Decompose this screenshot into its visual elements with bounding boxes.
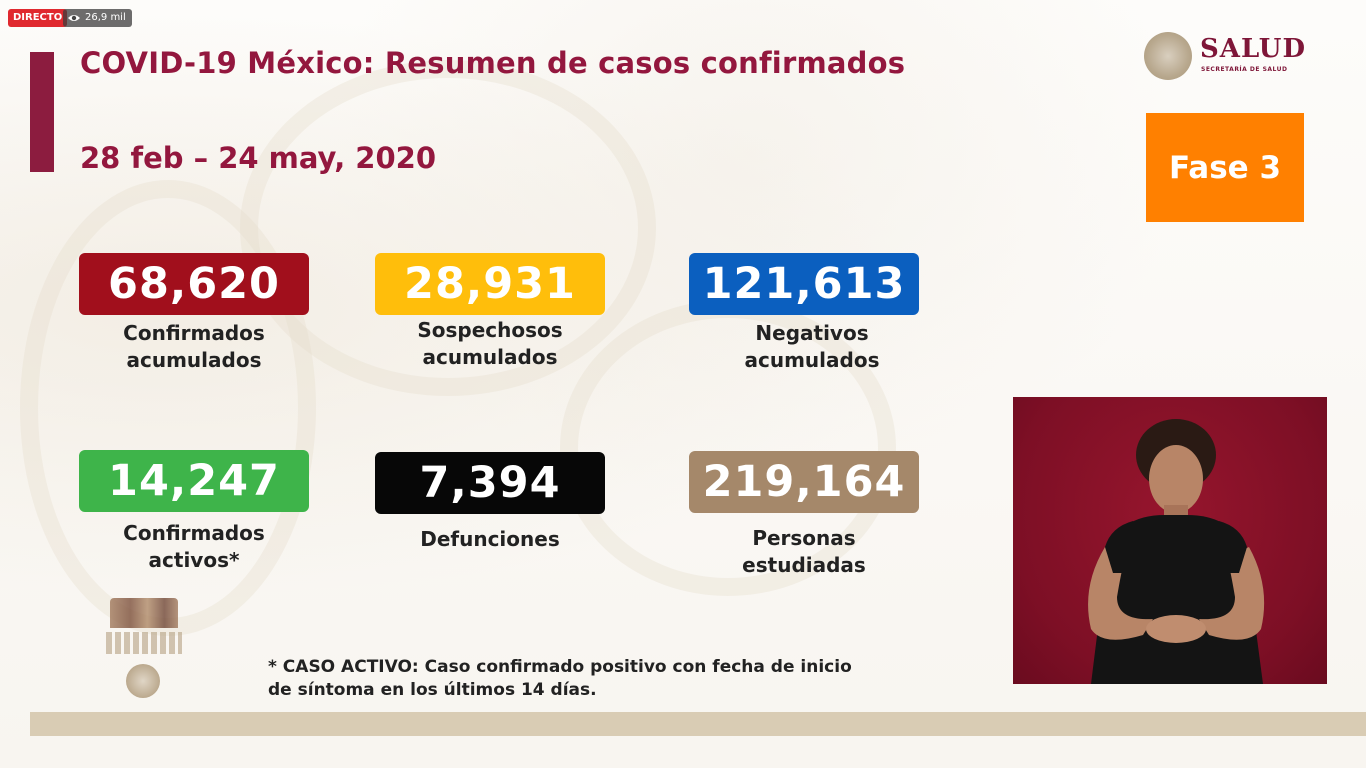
title-accent-bar [30, 52, 54, 172]
live-badge: DIRECTO [8, 9, 68, 27]
page-title: COVID-19 México: Resumen de casos confir… [80, 46, 906, 80]
government-logo [106, 598, 182, 700]
stat-sospechosos-acumulados: 28,931 [375, 253, 605, 315]
stat-label-line: activos* [148, 548, 240, 572]
heroes-emblem-icon [110, 598, 178, 628]
viewer-count: 26,9 mil [85, 12, 126, 23]
stat-label-confirmados-acumulados: Confirmados acumulados [79, 320, 309, 374]
stat-label-line: Confirmados [123, 521, 265, 545]
stat-label-defunciones: Defunciones [375, 526, 605, 553]
stat-label-sospechosos-acumulados: Sospechosos acumulados [375, 317, 605, 371]
stat-label-personas-estudiadas: Personas estudiadas [689, 525, 919, 579]
stat-label-line: Sospechosos [417, 318, 563, 342]
stat-label-line: Confirmados [123, 321, 265, 345]
stat-label-line: estudiadas [742, 553, 866, 577]
salud-logo-text: SALUD [1200, 34, 1307, 64]
government-wordmark-icon [106, 632, 182, 654]
stat-label-line: acumulados [744, 348, 880, 372]
viewer-count-badge: 26,9 mil [63, 9, 132, 27]
salud-logo-subtext: SECRETARÍA DE SALUD [1201, 66, 1288, 73]
sign-language-interpreter-video [1013, 397, 1327, 684]
stat-negativos-acumulados: 121,613 [689, 253, 919, 315]
stat-label-line: Defunciones [420, 527, 560, 551]
stat-label-line: acumulados [422, 345, 558, 369]
stat-defunciones: 7,394 [375, 452, 605, 514]
date-range: 28 feb – 24 may, 2020 [80, 141, 437, 175]
stat-label-line: acumulados [126, 348, 262, 372]
footnote: * CASO ACTIVO: Caso confirmado positivo … [268, 656, 928, 702]
phase-badge: Fase 3 [1146, 113, 1304, 222]
stat-label-line: Personas [752, 526, 856, 550]
eye-icon [68, 15, 80, 21]
stat-label-negativos-acumulados: Negativos acumulados [697, 320, 927, 374]
national-seal-icon [126, 664, 160, 698]
salud-logo: SALUD SECRETARÍA DE SALUD [1144, 30, 1314, 82]
stat-label-line: Negativos [755, 321, 869, 345]
stat-label-confirmados-activos: Confirmados activos* [79, 520, 309, 574]
stat-personas-estudiadas: 219,164 [689, 451, 919, 513]
footnote-line: de síntoma en los últimos 14 días. [268, 680, 597, 700]
seal-icon [1144, 32, 1192, 80]
interpreter-figure-icon [1088, 419, 1265, 684]
footnote-line: * CASO ACTIVO: Caso confirmado positivo … [268, 657, 852, 677]
bottom-band [30, 712, 1366, 736]
stat-confirmados-acumulados: 68,620 [79, 253, 309, 315]
stat-confirmados-activos: 14,247 [79, 450, 309, 512]
